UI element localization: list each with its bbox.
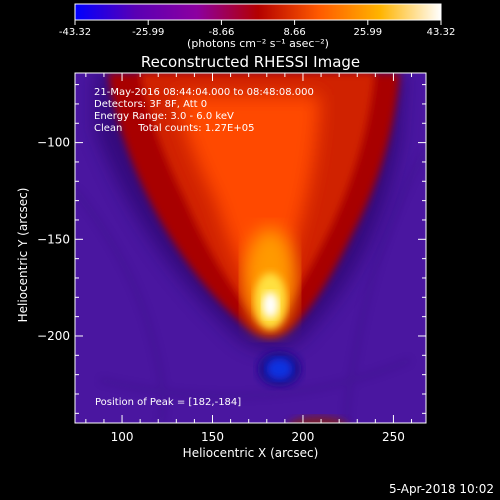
- annotation-time: 21-May-2016 08:44:04.000 to 08:48:08.000: [94, 87, 314, 98]
- negative-source: [266, 357, 293, 380]
- colorbar-tick-label: 43.32: [427, 27, 456, 38]
- colorbar-tick-label: -25.99: [132, 27, 164, 38]
- x-axis-ticks: 100 150 200 250: [85, 73, 413, 444]
- x-axis-label: Heliocentric X (arcsec): [182, 446, 319, 460]
- annotation-energy: Energy Range: 3.0 - 6.0 keV: [94, 111, 234, 122]
- colorbar-units: (photons cm⁻² s⁻¹ asec⁻²): [187, 37, 329, 50]
- y-axis-label: Heliocentric Y (arcsec): [16, 187, 30, 323]
- annotation-detectors: Detectors: 3F 8F, Att 0: [94, 99, 208, 110]
- clean-ripples: [75, 148, 426, 423]
- footer-date: 5-Apr-2018 10:02: [389, 482, 494, 496]
- annotation-counts: Clean Total counts: 1.27E+05: [94, 123, 255, 134]
- y-axis-ticks: −100 −150 −200: [37, 84, 426, 414]
- peak-core: [262, 292, 279, 319]
- heatmap-image: [75, 73, 426, 423]
- x-tick-label: 200: [292, 430, 315, 444]
- plot-frame: [74, 72, 427, 424]
- colorbar-ticks: -43.32 -25.99 -8.66 8.66 25.99 43.32: [59, 20, 455, 38]
- x-tick-label: 150: [201, 430, 224, 444]
- x-tick-label: 250: [382, 430, 405, 444]
- y-tick-label: −100: [37, 136, 70, 150]
- colorbar-tick-label: 25.99: [353, 27, 382, 38]
- chart-title: Reconstructed RHESSI Image: [140, 53, 361, 71]
- y-tick-label: −150: [37, 232, 70, 246]
- edge-artifact: [289, 416, 347, 423]
- x-tick-label: 100: [111, 430, 134, 444]
- peak-position-label: Position of Peak = [182,-184]: [95, 397, 242, 408]
- colorbar-tick-label: -8.66: [208, 27, 234, 38]
- y-tick-label: −200: [37, 329, 70, 343]
- colorbar-tick-label: -43.32: [59, 27, 91, 38]
- colorbar-frame: [74, 3, 442, 21]
- colorbar: [75, 4, 441, 20]
- colorbar-tick-label: 8.66: [283, 27, 305, 38]
